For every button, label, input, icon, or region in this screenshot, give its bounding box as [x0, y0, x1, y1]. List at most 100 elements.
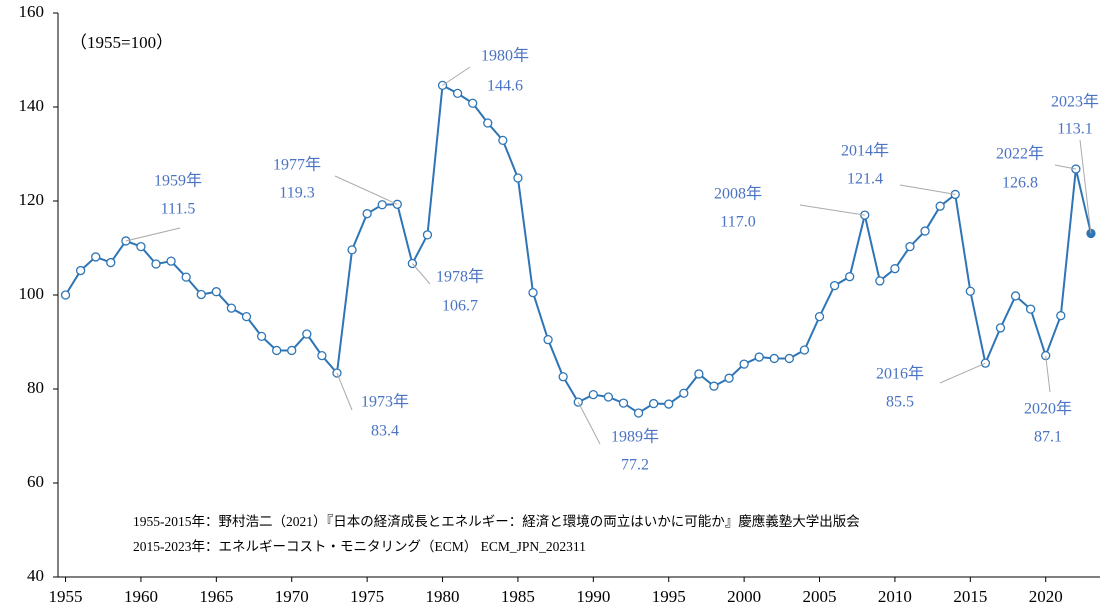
annotation-year: 2023年 [1051, 93, 1099, 111]
point [845, 272, 855, 282]
source-note: 1955-2015年：野村浩二（2021）『日本の経済成長とエネルギー：経済と環… [133, 513, 860, 529]
x-tick-label: 1970 [275, 587, 309, 606]
x-tick-label: 1965 [199, 587, 233, 606]
point [422, 230, 433, 240]
leader-line [336, 372, 353, 411]
annotation-year: 1989年 [611, 428, 659, 446]
point [784, 353, 795, 364]
point [75, 265, 86, 276]
y-tick-label: 140 [19, 96, 45, 115]
point [1010, 291, 1021, 301]
point [588, 389, 598, 400]
annotation-year: 1959年 [154, 172, 202, 190]
point [468, 98, 478, 108]
annotation-year: 1978年 [436, 268, 484, 286]
point [965, 286, 975, 296]
point [829, 280, 840, 291]
point [226, 303, 237, 313]
point [618, 398, 629, 408]
x-tick-label: 2000 [727, 587, 761, 606]
leader-line [1045, 355, 1051, 393]
annotation-year: 2014年 [841, 142, 889, 160]
annotation-value: 113.1 [1057, 121, 1092, 138]
x-tick-label: 1990 [576, 587, 610, 606]
source-note: 2015-2023年：エネルギーコスト・モニタリング（ECM） ECM_JPN_… [133, 539, 586, 554]
point [181, 272, 191, 282]
chart-subtitle: （1955=100） [70, 33, 173, 52]
point [211, 287, 221, 297]
x-tick-label: 1975 [350, 587, 384, 606]
point [498, 135, 508, 146]
point [106, 257, 116, 268]
point [91, 252, 101, 262]
annotation-year: 1973年 [361, 393, 409, 411]
leader-line [1054, 164, 1076, 170]
point [136, 241, 146, 252]
point [603, 392, 614, 402]
y-tick-label: 160 [19, 2, 45, 21]
annotation-value: 85.5 [886, 394, 914, 411]
leader-line [442, 66, 471, 86]
leader-line [939, 362, 986, 384]
point [452, 88, 463, 99]
x-tick-label: 1955 [49, 587, 83, 606]
point [633, 408, 644, 418]
point [272, 345, 282, 356]
x-tick-label: 1960 [124, 587, 158, 606]
annotation-year: 2020年 [1024, 400, 1072, 418]
annotation-value: 111.5 [161, 201, 196, 218]
line [64, 83, 1092, 415]
point [995, 323, 1006, 333]
annotation-year: 2022年 [996, 145, 1044, 163]
point [724, 373, 734, 383]
point [769, 353, 779, 364]
x-tick-label: 1985 [501, 587, 535, 606]
annotation-value: 144.6 [487, 78, 523, 95]
annotation-value: 119.3 [279, 185, 314, 202]
point [935, 201, 945, 211]
y-tick-label: 120 [19, 190, 45, 209]
point [890, 264, 900, 274]
annotation-year: 1977年 [273, 156, 321, 174]
annotation-year: 2016年 [876, 365, 924, 383]
leader-line [334, 175, 398, 205]
leader-line [1079, 139, 1092, 234]
leader-line [411, 263, 431, 285]
point [256, 331, 267, 342]
annotation-value: 126.8 [1002, 175, 1038, 192]
point [679, 388, 689, 398]
y-tick-label: 100 [19, 284, 45, 303]
annotation-year: 2008年 [714, 185, 762, 203]
point [648, 398, 659, 409]
point [362, 209, 372, 219]
point [875, 276, 885, 286]
point [739, 359, 749, 369]
annotation-value: 106.7 [442, 298, 478, 315]
point [377, 200, 387, 210]
point [347, 245, 357, 255]
point [483, 118, 493, 128]
annotation-value: 77.2 [621, 457, 649, 474]
point [754, 352, 764, 362]
x-tick-label: 1980 [426, 587, 460, 606]
point [241, 311, 252, 322]
x-tick-label: 2015 [953, 587, 987, 606]
x-tick-label: 2010 [878, 587, 912, 606]
annotation-value: 87.1 [1034, 429, 1062, 446]
point [664, 399, 674, 409]
leader-line [577, 401, 601, 445]
leader-line [899, 184, 956, 195]
point [513, 173, 523, 183]
point [196, 289, 206, 300]
point [60, 290, 71, 300]
point [1056, 311, 1066, 321]
x-tick-label: 1995 [652, 587, 686, 606]
annotation-value: 117.0 [720, 214, 755, 231]
point [814, 311, 825, 322]
leader-line [125, 227, 181, 242]
point [1025, 304, 1036, 314]
point [528, 287, 538, 298]
point [317, 350, 327, 361]
point [543, 334, 553, 345]
